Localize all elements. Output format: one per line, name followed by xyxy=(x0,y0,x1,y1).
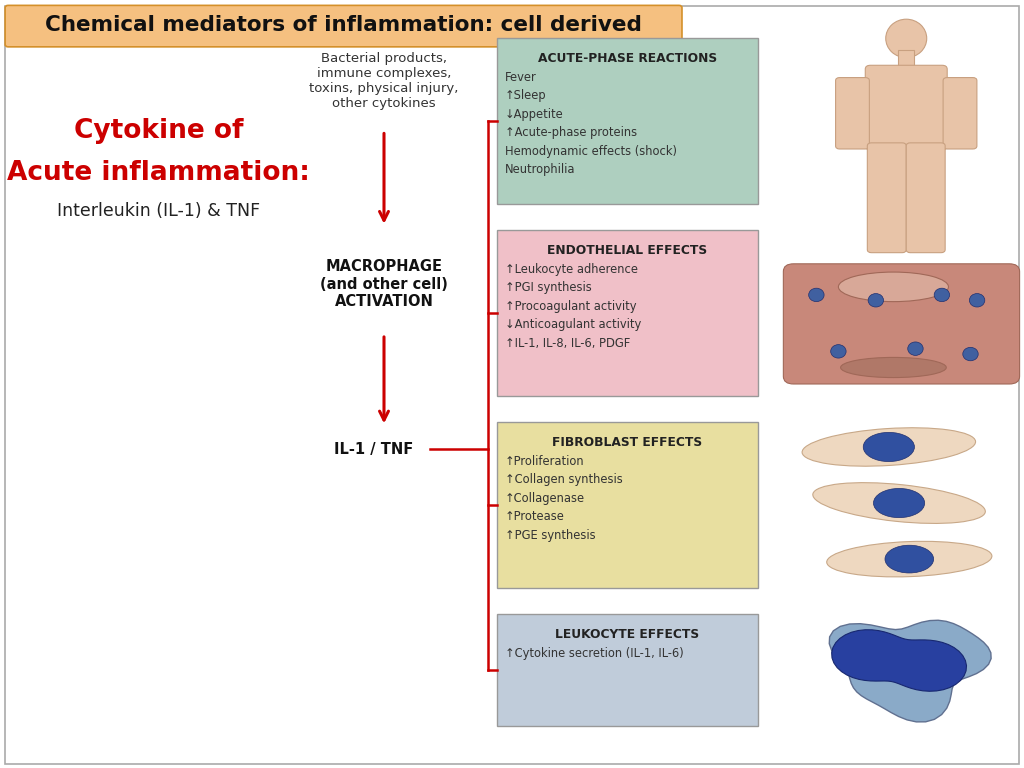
FancyBboxPatch shape xyxy=(497,422,758,588)
Ellipse shape xyxy=(868,293,884,307)
FancyBboxPatch shape xyxy=(836,78,869,149)
Bar xyxy=(898,50,914,73)
Ellipse shape xyxy=(886,19,927,58)
FancyBboxPatch shape xyxy=(943,78,977,149)
FancyBboxPatch shape xyxy=(867,143,906,253)
Text: ↑Leukocyte adherence
↑PGI synthesis
↑Procoagulant activity
↓Anticoagulant activi: ↑Leukocyte adherence ↑PGI synthesis ↑Pro… xyxy=(505,263,641,349)
Ellipse shape xyxy=(970,293,985,307)
Polygon shape xyxy=(831,630,967,691)
Ellipse shape xyxy=(809,288,824,302)
FancyBboxPatch shape xyxy=(497,230,758,396)
Text: Chemical mediators of inflammation: cell derived: Chemical mediators of inflammation: cell… xyxy=(45,15,642,35)
Text: MACROPHAGE
(and other cell)
ACTIVATION: MACROPHAGE (and other cell) ACTIVATION xyxy=(321,260,447,309)
Text: Acute inflammation:: Acute inflammation: xyxy=(7,160,310,186)
Ellipse shape xyxy=(830,345,846,358)
Ellipse shape xyxy=(863,432,914,462)
Ellipse shape xyxy=(839,272,948,302)
Ellipse shape xyxy=(907,342,924,356)
FancyBboxPatch shape xyxy=(5,5,682,47)
Text: Interleukin (IL-1) & TNF: Interleukin (IL-1) & TNF xyxy=(57,202,260,220)
Ellipse shape xyxy=(841,357,946,378)
Ellipse shape xyxy=(826,541,992,577)
Text: FIBROBLAST EFFECTS: FIBROBLAST EFFECTS xyxy=(552,436,702,449)
Text: Fever
↑Sleep
↓Appetite
↑Acute-phase proteins
Hemodynamic effects (shock)
Neutrop: Fever ↑Sleep ↓Appetite ↑Acute-phase prot… xyxy=(505,71,677,176)
Text: ↑Proliferation
↑Collagen synthesis
↑Collagenase
↑Protease
↑PGE synthesis: ↑Proliferation ↑Collagen synthesis ↑Coll… xyxy=(505,455,623,541)
FancyBboxPatch shape xyxy=(783,264,1020,384)
Text: LEUKOCYTE EFFECTS: LEUKOCYTE EFFECTS xyxy=(555,628,699,641)
Text: IL-1 / TNF: IL-1 / TNF xyxy=(334,442,414,457)
FancyBboxPatch shape xyxy=(497,38,758,204)
FancyBboxPatch shape xyxy=(497,614,758,726)
Text: Cytokine of: Cytokine of xyxy=(74,118,244,144)
Ellipse shape xyxy=(813,482,985,524)
Polygon shape xyxy=(829,621,991,722)
Ellipse shape xyxy=(885,545,934,573)
Ellipse shape xyxy=(963,347,978,361)
Text: ENDOTHELIAL EFFECTS: ENDOTHELIAL EFFECTS xyxy=(547,244,708,257)
Ellipse shape xyxy=(873,488,925,518)
Text: ↑Cytokine secretion (IL-1, IL-6): ↑Cytokine secretion (IL-1, IL-6) xyxy=(505,647,684,660)
Text: Bacterial products,
immune complexes,
toxins, physical injury,
other cytokines: Bacterial products, immune complexes, to… xyxy=(309,51,459,110)
FancyBboxPatch shape xyxy=(865,65,947,150)
Ellipse shape xyxy=(934,288,949,302)
Text: ACUTE-PHASE REACTIONS: ACUTE-PHASE REACTIONS xyxy=(538,52,717,65)
FancyBboxPatch shape xyxy=(906,143,945,253)
Ellipse shape xyxy=(802,428,976,466)
